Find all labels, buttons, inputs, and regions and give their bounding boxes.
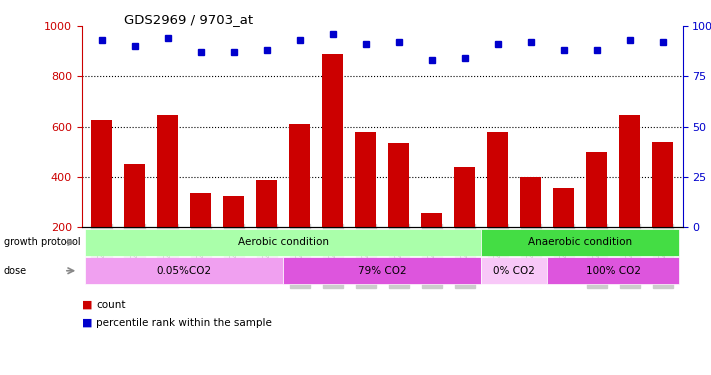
Text: percentile rank within the sample: percentile rank within the sample (96, 318, 272, 328)
Text: ■: ■ (82, 318, 92, 328)
Text: ■: ■ (82, 300, 92, 310)
Bar (223, 196, 245, 227)
Bar (454, 167, 476, 227)
Text: 0.05%CO2: 0.05%CO2 (156, 266, 212, 276)
Bar (190, 193, 211, 227)
Text: count: count (96, 300, 125, 310)
Bar (124, 164, 145, 227)
Bar (322, 54, 343, 227)
Bar (619, 114, 641, 227)
Bar (553, 188, 574, 227)
Bar (289, 124, 311, 227)
Bar (157, 114, 178, 227)
Text: Aerobic condition: Aerobic condition (237, 237, 328, 247)
Text: dose: dose (4, 266, 27, 276)
Text: 100% CO2: 100% CO2 (586, 266, 641, 276)
Bar (91, 120, 112, 227)
Bar (421, 213, 442, 227)
Text: GDS2969 / 9703_at: GDS2969 / 9703_at (124, 13, 254, 26)
Text: Anaerobic condition: Anaerobic condition (528, 237, 632, 247)
Text: growth protocol: growth protocol (4, 237, 80, 247)
Bar (256, 180, 277, 227)
Bar (388, 143, 410, 227)
Bar (355, 132, 376, 227)
Text: 79% CO2: 79% CO2 (358, 266, 407, 276)
Bar (586, 152, 607, 227)
Text: 0% CO2: 0% CO2 (493, 266, 535, 276)
Bar (652, 142, 673, 227)
Bar (520, 177, 542, 227)
Bar (487, 132, 508, 227)
